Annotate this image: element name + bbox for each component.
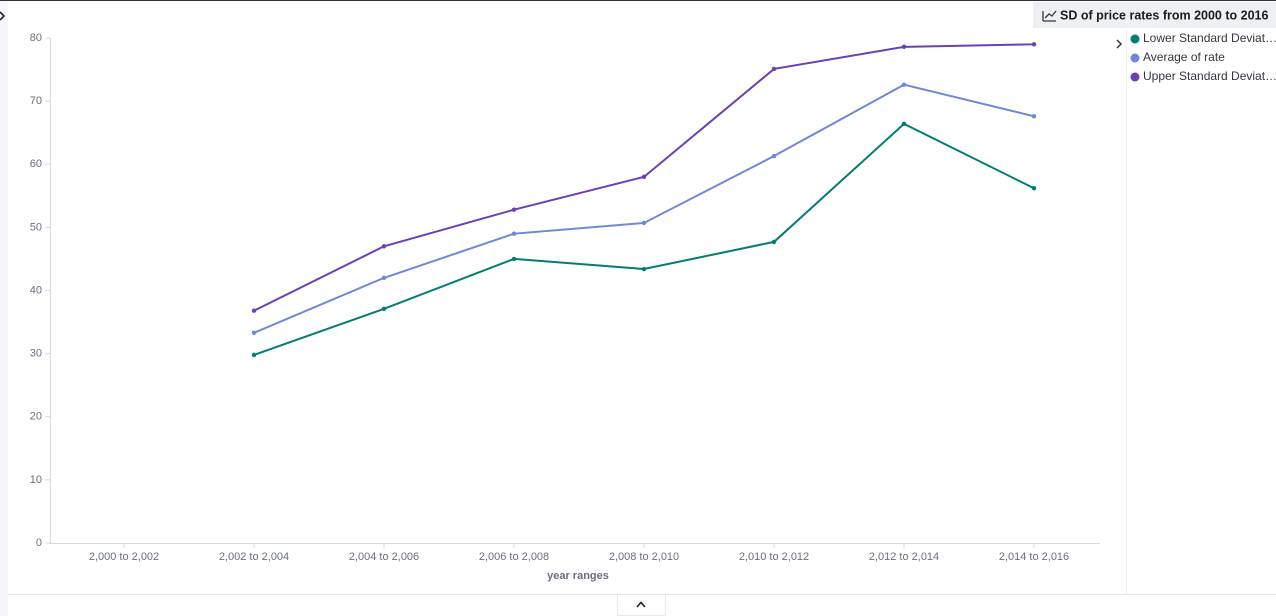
data-point [511, 207, 517, 212]
data-point [251, 330, 257, 335]
data-point [251, 352, 257, 358]
y-tick-label: 50 [30, 221, 42, 233]
x-axis-title: year ranges [547, 570, 609, 582]
data-point [251, 308, 257, 313]
data-point [511, 231, 517, 236]
legend-swatch[interactable] [1130, 72, 1140, 82]
x-tick-label: 2,002 to 2,004 [219, 551, 289, 563]
series-line [253, 83, 1035, 334]
y-tick-label: 0 [36, 537, 42, 549]
legend-label[interactable]: Upper Standard Deviat… [1143, 69, 1276, 83]
y-tick-label: 80 [30, 32, 42, 44]
data-point [901, 44, 907, 50]
x-tick-label: 2,004 to 2,006 [349, 551, 419, 563]
y-tick-label: 60 [30, 158, 42, 170]
chart-icon [1042, 10, 1057, 22]
x-tick-label: 2,006 to 2,008 [479, 551, 549, 563]
x-tick-label: 2,008 to 2,010 [609, 551, 679, 563]
data-point [771, 239, 777, 245]
collapse-toggle[interactable] [0, 11, 6, 21]
data-point [1031, 114, 1037, 119]
expand-button[interactable] [617, 594, 666, 616]
legend-label[interactable]: Average of rate [1143, 50, 1225, 64]
data-point [901, 121, 907, 127]
x-tick-label: 2,014 to 2,016 [999, 551, 1069, 563]
left-strip [0, 0, 8, 616]
x-tick-label: 2,012 to 2,014 [869, 551, 939, 563]
data-point [901, 82, 907, 87]
y-tick-label: 20 [30, 411, 42, 423]
data-point [641, 174, 647, 180]
legend-swatch[interactable] [1130, 34, 1140, 44]
x-tick-label: 2,000 to 2,002 [89, 551, 159, 563]
series-line [253, 122, 1035, 356]
legend-toggle[interactable] [1116, 39, 1123, 49]
y-tick-label: 30 [30, 348, 42, 360]
data-point [1031, 186, 1037, 191]
data-point [381, 244, 387, 249]
data-point [641, 220, 647, 226]
y-tick-label: 40 [30, 284, 42, 296]
x-tick-label: 2,010 to 2,012 [739, 551, 809, 563]
data-point [771, 153, 777, 159]
expand-icon [636, 601, 646, 608]
data-point [381, 306, 387, 312]
y-tick-label: 10 [30, 474, 42, 486]
data-point [771, 66, 777, 72]
data-point [511, 256, 517, 262]
chart-title: SD of price rates from 2000 to 2016 [1060, 8, 1268, 22]
data-point [641, 266, 647, 272]
legend-label[interactable]: Lower Standard Deviat… [1143, 31, 1276, 45]
title-chip [1033, 2, 1276, 28]
y-tick-label: 70 [30, 95, 42, 107]
data-point [1031, 42, 1037, 47]
legend-swatch[interactable] [1130, 53, 1140, 63]
data-point [381, 275, 387, 281]
